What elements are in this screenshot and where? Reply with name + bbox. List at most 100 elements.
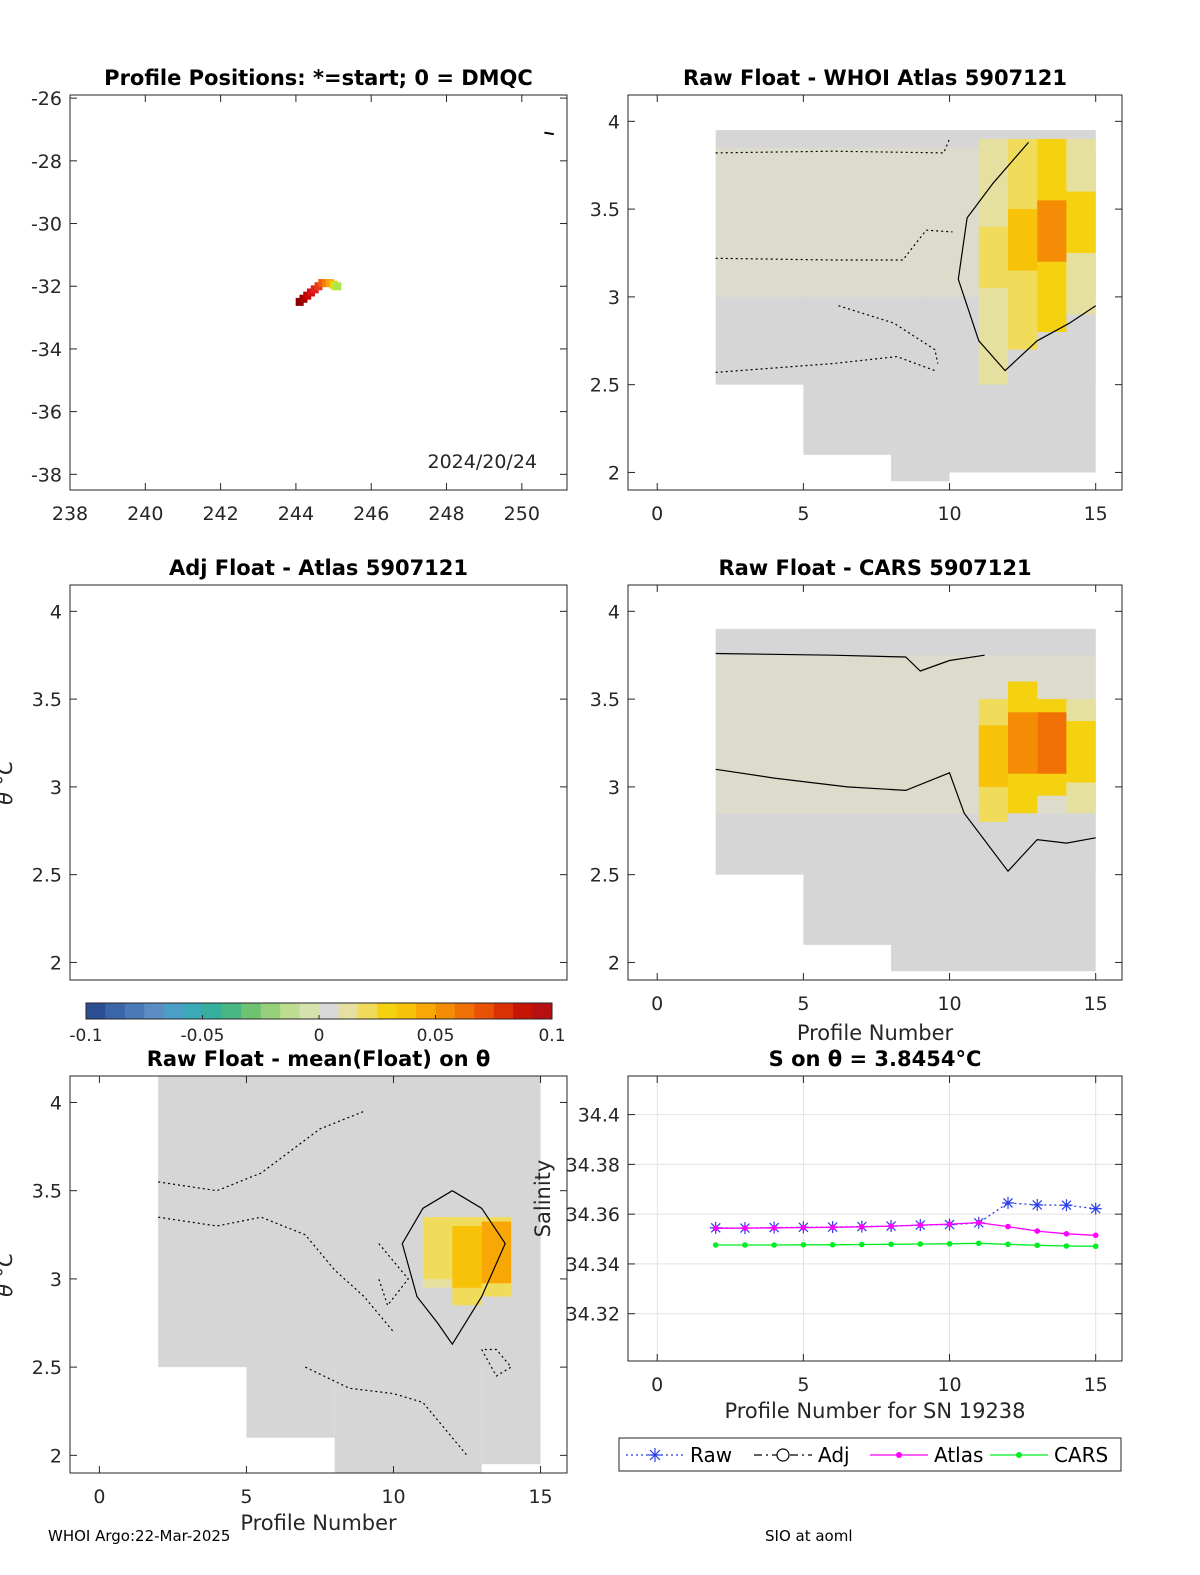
x-tick-label: 5	[797, 503, 809, 525]
data-point-cars	[859, 1241, 865, 1248]
x-tick-label: 15	[1084, 1374, 1108, 1396]
y-tick-label: -28	[31, 151, 62, 173]
x-tick-label: 246	[353, 503, 389, 525]
y-tick-label: 3.5	[590, 199, 620, 221]
tint-cell	[744, 147, 775, 297]
tint-cell	[891, 147, 921, 297]
data-point-cars	[917, 1241, 924, 1247]
colorbar-swatch	[532, 1003, 553, 1019]
panel-adj-atlas: 4 3.5 3 2.5 2 Adj Float - Atlas 5907121 θ °C	[0, 556, 568, 981]
y-tick-label: 3.5	[32, 1181, 62, 1203]
axes-frame	[627, 1075, 1123, 1362]
tint-cell	[715, 147, 745, 297]
legend-marker	[896, 1452, 902, 1458]
x-tick-label: 0	[651, 503, 663, 525]
x-tick-label: 15	[528, 1486, 552, 1508]
y-tick-label: 3	[608, 287, 620, 309]
panel-raw-atlas: 0 5 10 15 4 3.5 3 2.5 2 Raw Float - WHOI Atlas 59…	[590, 66, 1123, 525]
colorbar-swatch	[280, 1003, 301, 1019]
tint-cell	[715, 655, 745, 814]
colorbar-swatch	[202, 1003, 223, 1019]
data-point-atlas	[742, 1225, 748, 1231]
colorbar-swatch	[338, 1003, 359, 1019]
colorbar-tick-label: -0.1	[69, 1026, 102, 1046]
legend-marker	[1016, 1452, 1022, 1458]
data-point-cars	[742, 1242, 748, 1248]
legend-label: CARS	[1054, 1443, 1108, 1467]
y-tick-label: 3.5	[590, 689, 620, 711]
colorbar-swatch	[221, 1003, 242, 1019]
colorbar-swatch	[454, 1003, 475, 1019]
data-point-atlas	[800, 1224, 807, 1231]
tint-cell	[920, 655, 950, 814]
data-point-atlas	[712, 1225, 719, 1232]
data-point-cars	[800, 1241, 807, 1248]
contour-line	[715, 768, 1096, 873]
y-tick-label: 34.38	[566, 1154, 620, 1176]
y-tick-label: 34.32	[566, 1304, 620, 1326]
x-tick-label: 238	[52, 503, 88, 525]
dotted-contour	[158, 1110, 365, 1192]
colorbar-swatch	[105, 1003, 126, 1019]
tint-cell	[774, 147, 804, 297]
tint-cell	[832, 655, 862, 814]
colorbar-swatch	[416, 1003, 436, 1019]
colorbar-swatch	[144, 1003, 165, 1019]
panel-title: Raw Float - CARS 5907121	[718, 556, 1031, 580]
y-tick-label: 34.4	[578, 1105, 620, 1127]
plot-area	[158, 1076, 541, 1473]
data-point-cars	[946, 1240, 953, 1247]
footer-left: WHOI Argo:22-Mar-2025	[48, 1527, 230, 1545]
colorbar-swatch	[377, 1003, 398, 1019]
data-point-atlas	[1005, 1223, 1011, 1230]
y-tick-label: 34.34	[566, 1254, 620, 1276]
y-tick-label: 3	[50, 1269, 62, 1291]
anomaly-cell	[1037, 200, 1067, 262]
y-axis-label: θ °C	[0, 760, 17, 805]
anomaly-cell	[452, 1225, 482, 1288]
x-tick-label: 5	[797, 993, 809, 1015]
y-tick-label: 3	[608, 777, 620, 799]
tint-cell	[861, 147, 892, 297]
data-point-cars	[975, 1240, 982, 1247]
tint-cell	[774, 655, 804, 814]
legend-marker	[776, 1448, 790, 1462]
panel-title: Raw Float - WHOI Atlas 5907121	[683, 66, 1067, 90]
panel-title: Raw Float - mean(Float) on θ	[147, 1047, 491, 1071]
dotted-contour	[481, 1348, 513, 1377]
x-tick-label: 0	[93, 1486, 105, 1508]
data-point-atlas	[1034, 1228, 1041, 1234]
x-tick-label: 10	[381, 1486, 405, 1508]
legend-marker	[649, 1449, 661, 1461]
axes-frame	[69, 584, 568, 981]
anomaly-cell	[978, 725, 1008, 787]
colorbar-swatch	[513, 1003, 534, 1019]
x-tick-label: 244	[278, 503, 314, 525]
y-tick-label: -34	[31, 339, 62, 361]
data-point-atlas	[888, 1223, 894, 1229]
anomaly-cell	[1037, 712, 1067, 774]
colorbar-swatch	[396, 1003, 417, 1019]
data-point-cars	[771, 1242, 777, 1248]
legend-label: Adj	[818, 1443, 850, 1467]
anomaly-cell	[422, 1217, 453, 1279]
tint-cell	[949, 655, 979, 814]
y-tick-label: 3.5	[32, 689, 62, 711]
x-tick-label: 242	[202, 503, 238, 525]
tint-cell	[832, 147, 862, 297]
y-tick-label: 4	[50, 1092, 62, 1114]
x-tick-label: 0	[651, 1374, 663, 1396]
colorbar-tick-label: 0.05	[417, 1026, 455, 1046]
data-point-raw	[1060, 1199, 1073, 1212]
contour-line	[715, 652, 985, 672]
panel-positions: 238 240 242 244 246 248 250 -26 -28 -30 -32 -34 -36 -…	[31, 66, 568, 525]
y-tick-label: -32	[31, 276, 62, 298]
colorbar-tick-label: 0.1	[538, 1026, 565, 1046]
axes-frame	[69, 94, 568, 491]
colorbar-swatch	[124, 1003, 145, 1019]
colorbar: -0.1 -0.05 0 0.05 0.1	[69, 1002, 566, 1046]
date-annotation: 2024/20/24	[427, 451, 537, 473]
x-tick-label: 10	[937, 1374, 961, 1396]
data-point-cars	[1092, 1243, 1099, 1250]
